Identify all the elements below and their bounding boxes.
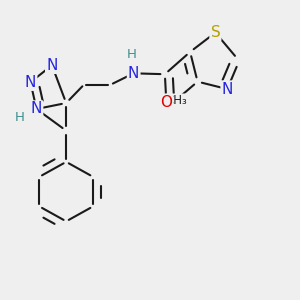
Text: O: O	[160, 95, 172, 110]
Text: N: N	[222, 82, 233, 97]
Text: N: N	[31, 101, 42, 116]
Text: N: N	[46, 58, 58, 73]
Text: CH₃: CH₃	[166, 94, 188, 107]
Text: H: H	[127, 48, 137, 62]
Text: N: N	[25, 75, 36, 90]
Text: S: S	[211, 25, 220, 40]
Text: H: H	[14, 111, 24, 124]
Text: N: N	[128, 66, 139, 81]
